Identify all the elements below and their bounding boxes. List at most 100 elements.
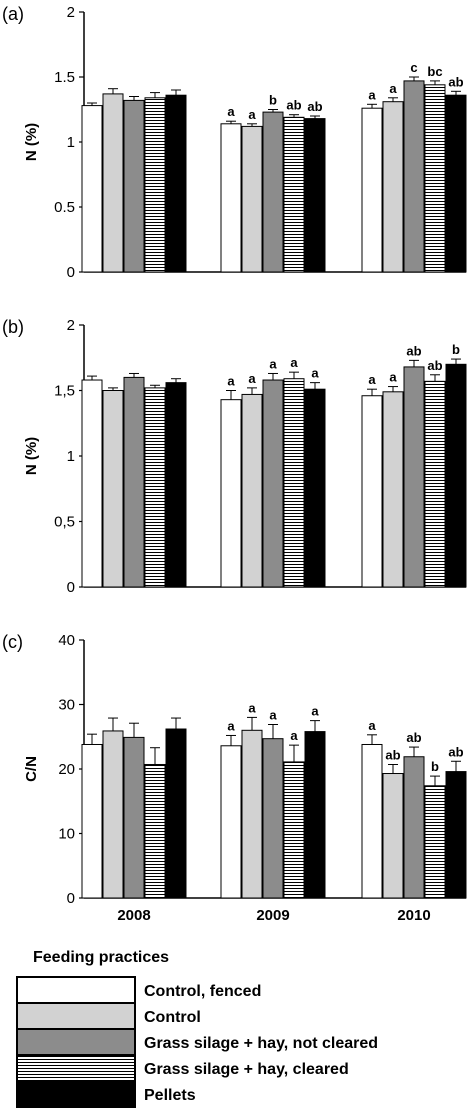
legend-swatch-1 <box>16 976 136 1004</box>
bar-2010-series-4 <box>424 785 446 899</box>
significance-letter: ab <box>448 74 463 89</box>
y-tick-label: 1 <box>67 448 75 465</box>
significance-letter: a <box>311 366 319 381</box>
bar-2009-series-4 <box>283 761 305 899</box>
significance-letter: a <box>389 370 397 385</box>
legend-swatch-3 <box>16 1028 136 1056</box>
significance-letter: a <box>269 356 277 371</box>
bar-2009-series-1 <box>220 745 242 899</box>
bar-2009-series-3 <box>262 111 284 273</box>
bar-2008-series-1 <box>81 743 103 899</box>
significance-letter: a <box>368 87 376 102</box>
x-tick-label: 2010 <box>397 907 430 924</box>
bar-2008-series-1 <box>81 379 103 588</box>
panel-label: (b) <box>2 317 24 337</box>
bar-2008-series-5 <box>165 728 187 899</box>
significance-letter: a <box>227 104 235 119</box>
y-axis-title: N (%) <box>23 437 40 475</box>
significance-letter: ab <box>406 730 421 745</box>
significance-letter: ab <box>406 343 421 358</box>
significance-letter: ab <box>427 358 442 373</box>
significance-letter: ab <box>286 98 301 113</box>
bar-2010-series-4 <box>424 84 446 273</box>
bar-2009-series-4 <box>283 378 305 588</box>
x-tick-label: 2009 <box>256 907 289 924</box>
bar-2010-series-3 <box>403 80 425 273</box>
y-tick-label: 1.5 <box>54 69 75 86</box>
bar-2010-series-2 <box>382 391 404 588</box>
bar-2009-series-2 <box>241 125 263 273</box>
bar-2008-series-5 <box>165 94 187 273</box>
bar-2008-series-2 <box>102 730 124 899</box>
significance-letter: b <box>452 342 460 357</box>
significance-letter: a <box>389 81 397 96</box>
legend-label: Grass silage + hay, not cleared <box>144 1035 378 1052</box>
bar-2010-series-2 <box>382 101 404 273</box>
significance-letter: a <box>248 371 256 386</box>
y-tick-label: 40 <box>58 632 75 649</box>
panel-label: (a) <box>2 4 24 24</box>
y-axis-title: N (%) <box>23 123 40 161</box>
x-tick-label: 2008 <box>117 907 150 924</box>
significance-letter: b <box>269 93 277 108</box>
bar-2009-series-3 <box>262 738 284 899</box>
legend-swatch-4 <box>16 1054 136 1082</box>
significance-letter: a <box>269 707 277 722</box>
y-tick-label: 0 <box>67 579 75 596</box>
significance-letter: a <box>290 728 298 743</box>
y-tick-label: 0.5 <box>54 199 75 216</box>
bar-2010-series-2 <box>382 773 404 899</box>
significance-letter: b <box>431 759 439 774</box>
legend-label: Control <box>144 1009 201 1026</box>
significance-letter: a <box>368 718 376 733</box>
bar-2008-series-1 <box>81 105 103 273</box>
legend-label: Pellets <box>144 1087 196 1104</box>
bar-2009-series-1 <box>220 399 242 588</box>
bar-2009-series-1 <box>220 123 242 273</box>
significance-letter: a <box>311 704 319 719</box>
legend-label: Control, fenced <box>144 983 261 1000</box>
y-tick-label: 30 <box>58 697 75 714</box>
bar-2008-series-3 <box>123 376 145 588</box>
significance-letter: bc <box>427 64 442 79</box>
bar-2010-series-5 <box>445 94 467 273</box>
legend-swatch-5 <box>16 1080 136 1108</box>
significance-letter: a <box>227 718 235 733</box>
bar-2009-series-5 <box>304 731 326 899</box>
legend-label: Grass silage + hay, cleared <box>144 1061 349 1078</box>
significance-letter: ab <box>307 99 322 114</box>
y-tick-label: 1,5 <box>54 383 75 400</box>
significance-letter: c <box>410 60 417 75</box>
bar-2010-series-3 <box>403 756 425 899</box>
bar-2008-series-2 <box>102 390 124 588</box>
significance-letter: ab <box>385 747 400 762</box>
significance-letter: a <box>368 372 376 387</box>
y-tick-label: 2 <box>67 4 75 21</box>
y-tick-label: 1 <box>67 134 75 151</box>
bar-2010-series-1 <box>361 743 383 899</box>
bar-2009-series-2 <box>241 729 263 899</box>
legend-swatch-2 <box>16 1002 136 1030</box>
bar-2010-series-1 <box>361 107 383 273</box>
y-tick-label: 0 <box>67 890 75 907</box>
y-tick-label: 0,5 <box>54 514 75 531</box>
y-axis-title: C/N <box>23 756 40 782</box>
significance-letter: a <box>227 374 235 389</box>
significance-letter: ab <box>448 744 463 759</box>
bar-2008-series-2 <box>102 93 124 273</box>
panel-label: (c) <box>2 632 23 652</box>
bar-2008-series-4 <box>144 763 166 899</box>
bar-2009-series-5 <box>304 388 326 588</box>
bar-2008-series-5 <box>165 382 187 588</box>
bar-2010-series-5 <box>445 771 467 899</box>
y-tick-label: 20 <box>58 761 75 778</box>
bar-2008-series-4 <box>144 387 166 588</box>
legend-title: Feeding practices <box>33 949 169 966</box>
bar-2010-series-5 <box>445 363 467 588</box>
bar-2009-series-4 <box>283 116 305 273</box>
bar-2010-series-4 <box>424 380 446 588</box>
significance-letter: a <box>248 700 256 715</box>
